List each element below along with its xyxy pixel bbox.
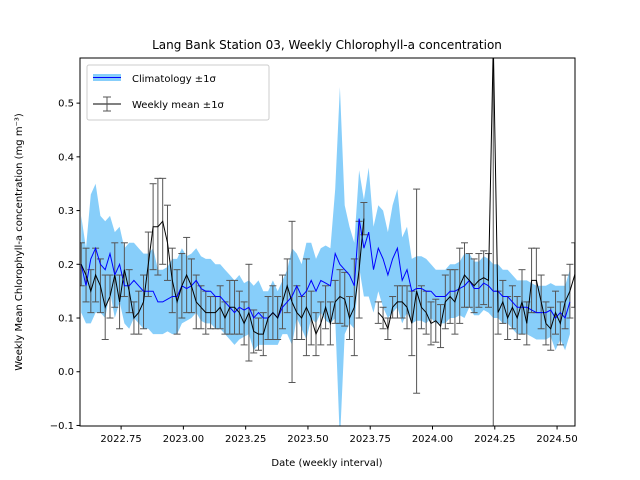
y-tick-label: 0.0 [58,367,74,378]
x-tick-label: 2023.25 [225,434,266,445]
y-tick-label: 0.2 [58,260,74,271]
x-tick-label: 2024.00 [412,434,453,445]
y-tick-label: 0.5 [58,99,74,110]
y-axis: −0.1 0.0 0.1 0.2 0.3 0.4 0.5 [50,99,80,432]
x-tick-label: 2024.25 [474,434,515,445]
y-tick-label: 0.3 [58,206,74,217]
climatology-line [80,218,571,320]
y-tick-label: −0.1 [50,421,74,432]
x-tick-label: 2023.50 [287,434,328,445]
axes-frame [79,57,576,427]
x-axis: 2022.75 2023.00 2023.25 2023.50 2023.75 2024.… [100,426,578,445]
x-tick-label: 2024.50 [536,434,577,445]
climatology-band [81,87,570,426]
legend: Climatology ±1σ Weekly mean ±1σ [86,64,270,121]
y-tick-label: 0.4 [58,152,74,163]
x-axis-label: Date (weekly interval) [271,458,382,469]
x-tick-label: 2023.00 [163,434,204,445]
plot-area [80,58,575,426]
x-tick-label: 2022.75 [100,434,141,445]
weekly-mean-line [80,58,575,336]
chart-title: Lang Bank Station 03, Weekly Chlorophyll… [152,38,502,52]
legend-box [86,64,270,121]
y-tick-label: 0.1 [58,314,74,325]
x-tick-label: 2023.75 [350,434,391,445]
y-axis-label: Weekly Mean Chlorophyll-a concentration … [14,113,25,371]
errorbar [492,58,494,426]
legend-weekly-label: Weekly mean ±1σ [132,100,225,111]
legend-climatology-label: Climatology ±1σ [132,74,217,85]
